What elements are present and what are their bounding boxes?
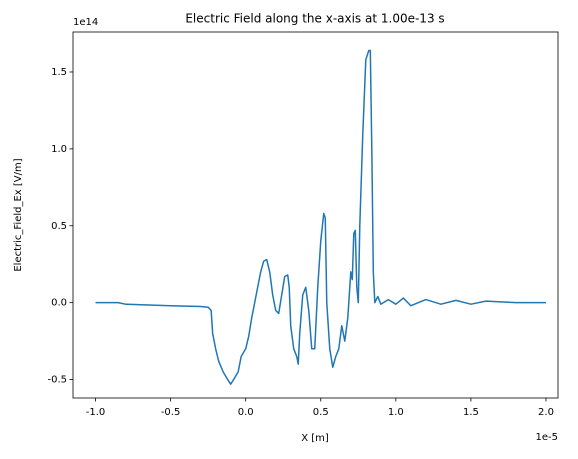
y-axis-label: Electric_Field_Ex [V/m] bbox=[13, 158, 24, 271]
data-line bbox=[95, 49, 546, 385]
y-tick-label: 1.0 bbox=[51, 144, 67, 155]
x-tick-label: -0.5 bbox=[161, 407, 181, 418]
plot-frame bbox=[72, 31, 559, 399]
y-tick-label: -0.5 bbox=[47, 375, 67, 386]
x-axis-label: X [m] bbox=[301, 433, 329, 444]
y-tick-label: 1.5 bbox=[51, 67, 67, 78]
y-tick-label: 0.5 bbox=[51, 221, 67, 232]
x-tick-label: 0.5 bbox=[313, 407, 329, 418]
x-tick-label: 2.0 bbox=[538, 407, 554, 418]
y-tick-label: 0.0 bbox=[51, 298, 67, 309]
chart-title: Electric Field along the x-axis at 1.00e… bbox=[185, 12, 444, 26]
x-tick-label: -1.0 bbox=[86, 407, 106, 418]
y-offset-text: 1e14 bbox=[73, 17, 98, 28]
x-tick-label: 0.0 bbox=[238, 407, 254, 418]
x-offset-text: 1e-5 bbox=[536, 432, 559, 443]
x-tick-label: 1.5 bbox=[463, 407, 479, 418]
x-tick-label: 1.0 bbox=[388, 407, 404, 418]
